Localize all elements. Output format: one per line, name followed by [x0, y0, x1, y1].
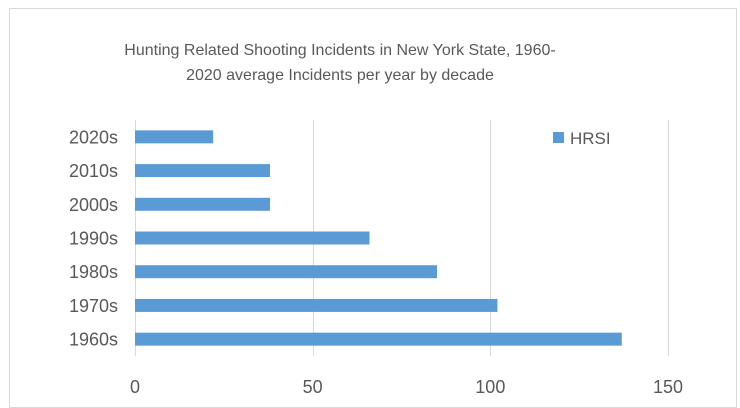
- x-tick-label: 100: [475, 377, 505, 396]
- bar-1970s: [135, 298, 498, 312]
- y-tick-label: 1960s: [69, 330, 118, 350]
- bar-chart: 1960s 1970s 1980s 1990s 2000s 2010s 2020s 0 50 1…: [69, 120, 683, 396]
- bar-2000s: [135, 197, 271, 211]
- chart-title: Hunting Related Shooting Incidents in Ne…: [30, 38, 650, 88]
- y-axis-labels: 1960s 1970s 1980s 1990s 2000s 2010s 2020s: [69, 127, 118, 349]
- chart-title-line-2: 2020 average Incidents per year by decad…: [186, 67, 494, 84]
- chart-title-line-1: Hunting Related Shooting Incidents in Ne…: [124, 42, 556, 59]
- y-tick-label: 1980s: [69, 262, 118, 282]
- y-tick-label: 2020s: [69, 127, 118, 147]
- bars: [135, 130, 622, 346]
- y-tick-label: 1990s: [69, 229, 118, 249]
- bar-1990s: [135, 231, 370, 245]
- bar-2010s: [135, 164, 271, 178]
- legend-label: HRSI: [570, 129, 611, 148]
- legend-swatch: [553, 132, 564, 143]
- bar-1980s: [135, 265, 438, 279]
- x-tick-label: 0: [130, 377, 140, 396]
- bar-2020s: [135, 130, 214, 144]
- legend: HRSI: [553, 129, 611, 148]
- x-tick-label: 50: [303, 377, 323, 396]
- x-tick-label: 150: [653, 377, 683, 396]
- bar-1960s: [135, 332, 622, 346]
- x-axis-labels: 0 50 100 150: [130, 377, 683, 396]
- y-tick-label: 2010s: [69, 161, 118, 181]
- y-tick-label: 1970s: [69, 296, 118, 316]
- y-tick-label: 2000s: [69, 195, 118, 215]
